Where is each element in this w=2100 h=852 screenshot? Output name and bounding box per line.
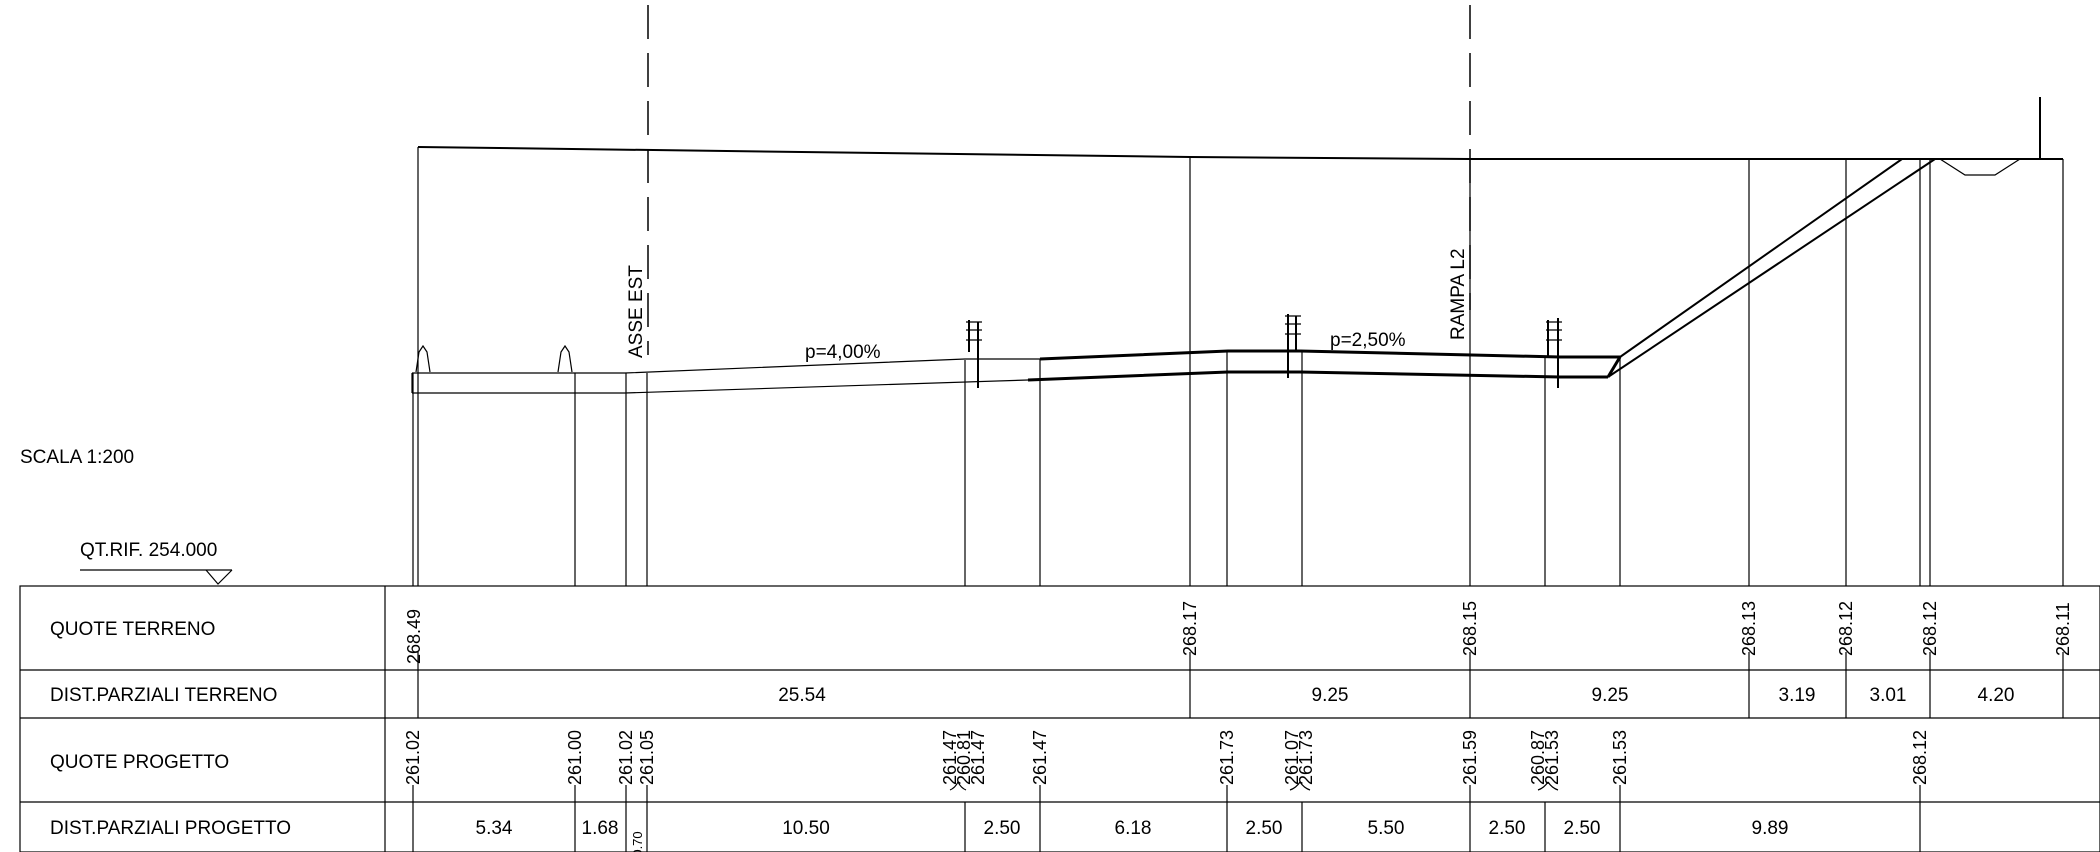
rampa-l2-label: RAMPA L2 xyxy=(1448,248,1469,340)
quote-progetto-value: 268.12 xyxy=(1910,730,1930,785)
row-label-dist-terreno: DIST.PARZIALI TERRENO xyxy=(50,685,277,706)
dist-progetto-value: 2.50 xyxy=(984,818,1021,839)
quote-terreno-value: 268.12 xyxy=(1920,601,1940,656)
guard-rail-median xyxy=(557,344,573,373)
row-label-quote-progetto: QUOTE PROGETTO xyxy=(50,752,229,773)
terrain-verticals xyxy=(417,147,2064,586)
dist-terreno-value: 4.20 xyxy=(1978,685,2015,706)
quote-progetto-value: 261.73 xyxy=(1217,730,1237,785)
row-label-dist-progetto: DIST.PARZIALI PROGETTO xyxy=(50,818,291,839)
data-table: QUOTE TERRENO DIST.PARZIALI TERRENO QUOT… xyxy=(19,585,2100,852)
quote-progetto-value: 261.53 xyxy=(1542,730,1562,785)
asse-est-label: ASSE EST xyxy=(626,265,647,358)
dist-progetto-value: 5.50 xyxy=(1368,818,1405,839)
dist-progetto-value: 0.70 xyxy=(630,831,645,852)
quote-progetto-value: 261.02 xyxy=(616,730,636,785)
quote-progetto-ticks xyxy=(412,781,1921,802)
reference-level-label: QT.RIF. 254.000 xyxy=(80,540,217,561)
quote-terreno-ticks xyxy=(417,652,2064,670)
dist-terreno-separators xyxy=(417,670,2064,718)
dist-progetto-value: 2.50 xyxy=(1246,818,1283,839)
dist-progetto-separators xyxy=(412,802,1921,852)
project-verticals xyxy=(412,159,1921,586)
dist-terreno-value: 3.19 xyxy=(1779,685,1816,706)
dist-progetto-value: 2.50 xyxy=(1489,818,1526,839)
barrier-3 xyxy=(1546,318,1562,388)
dist-progetto-value: 9.89 xyxy=(1752,818,1789,839)
barrier-1 xyxy=(966,320,982,388)
dist-progetto-value: 6.18 xyxy=(1115,818,1152,839)
quote-progetto-value: 261.47 xyxy=(1030,730,1050,785)
quote-progetto-value: 261.02 xyxy=(403,730,423,785)
quote-terreno-value: 268.12 xyxy=(1836,601,1856,656)
quote-terreno-value: 268.17 xyxy=(1180,601,1200,656)
slope-label-right: p=2,50% xyxy=(1330,330,1406,351)
reference-level-symbol xyxy=(80,569,233,585)
quote-progetto-value: 261.47 xyxy=(940,730,960,785)
road-section xyxy=(411,158,1936,394)
quote-terreno-value: 268.15 xyxy=(1460,601,1480,656)
quote-progetto-value: 260.87 xyxy=(1528,730,1548,785)
quote-terreno-value: 268.49 xyxy=(404,609,424,664)
quote-progetto-value: 261.59 xyxy=(1460,730,1480,785)
quote-progetto-value: 260.81 xyxy=(954,730,974,785)
quote-progetto-value: 261.73 xyxy=(1296,730,1316,785)
quote-progetto-value: 261.00 xyxy=(565,730,585,785)
right-ditch-symbol xyxy=(1939,158,2021,176)
dist-progetto-value: 5.34 xyxy=(476,818,513,839)
dist-progetto-value: 1.68 xyxy=(582,818,619,839)
dist-progetto-value: 10.50 xyxy=(782,818,830,839)
scale-label: SCALA 1:200 xyxy=(20,447,134,468)
quote-progetto-value: 261.47 xyxy=(968,730,988,785)
quote-progetto-value: 261.07 xyxy=(1282,730,1302,785)
quote-terreno-value: 268.13 xyxy=(1739,601,1759,656)
quote-terreno-value: 268.11 xyxy=(2053,602,2073,656)
dist-terreno-value: 9.25 xyxy=(1592,685,1629,706)
dist-terreno-value: 3.01 xyxy=(1870,685,1907,706)
terrain-profile xyxy=(417,97,2063,176)
slope-label-left: p=4,00% xyxy=(805,342,881,363)
quote-progetto-value: 261.53 xyxy=(1610,730,1630,785)
quote-progetto-value: 261.05 xyxy=(637,730,657,785)
barrier-2 xyxy=(1285,314,1301,378)
dist-progetto-value: 2.50 xyxy=(1564,818,1601,839)
dist-terreno-value: 9.25 xyxy=(1312,685,1349,706)
row-label-quote-terreno: QUOTE TERRENO xyxy=(50,619,215,640)
dist-terreno-value: 25.54 xyxy=(778,685,826,706)
